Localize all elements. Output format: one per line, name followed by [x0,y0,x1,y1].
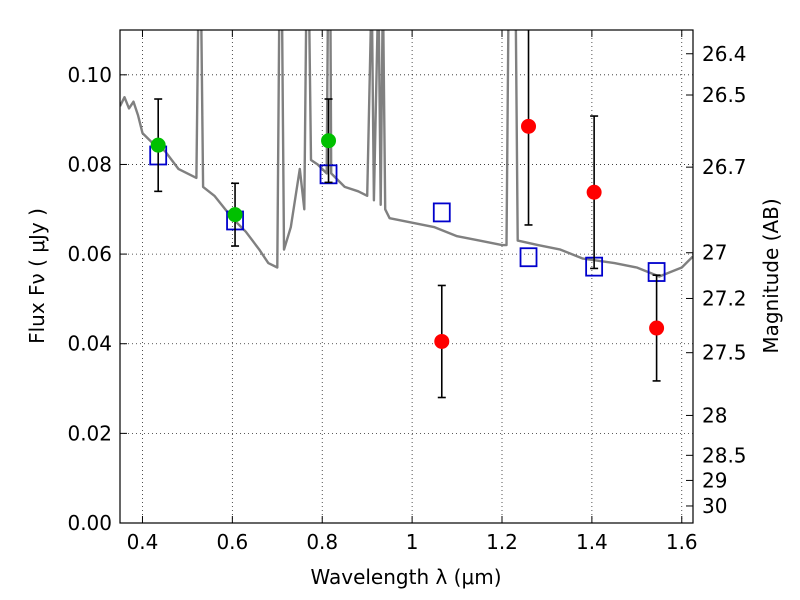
y-tick-label: 0.02 [67,421,112,445]
observed-data-point [521,118,537,134]
y-tick-label: 0.06 [67,242,112,266]
observed-data-point [227,207,243,223]
x-tick-label: 1.4 [576,530,608,554]
right-tick-label: 27.5 [702,341,747,365]
x-tick-label: 1.2 [486,530,518,554]
model-spectrum-line [120,30,693,278]
right-tick-label: 30 [702,494,727,518]
y-axis-label: Flux Fν ( μJy ) [25,208,49,344]
observed-data-point [434,333,450,349]
grid-lines [120,30,693,524]
right-tick-label: 28.5 [702,443,747,467]
right-tick-label: 26.5 [702,83,747,107]
right-tick-label: 27.2 [702,286,747,310]
right-tick-label: 28 [702,403,727,427]
observed-data-point [586,184,602,200]
y-tick-label: 0.00 [67,511,112,535]
plot-frame [119,29,694,524]
model-photometry-square [432,202,451,223]
model-photometry-square [519,247,538,268]
y-tick-label: 0.08 [67,152,112,176]
observed-data-point [150,137,166,153]
x-tick-label: 0.6 [216,530,248,554]
plot-area [120,30,693,399]
right-axis-label: Magnitude (AB) [759,198,783,353]
x-tick-label: 0.8 [306,530,338,554]
observed-data-point [321,133,337,149]
right-tick-label: 27 [702,241,727,265]
x-tick-label: 0.4 [127,530,159,554]
right-tick-label: 29 [702,468,727,492]
y-tick-label: 0.10 [67,63,112,87]
y-tick-label: 0.04 [67,332,112,356]
x-axis-label: Wavelength λ (μm) [310,565,501,589]
axis-ticks: 0.4 0.6 0.8 1 1.2 1.4 1.6 0.00 0.02 0.04 0.06 0.08 0… [67,30,747,554]
right-tick-label: 26.4 [702,42,747,66]
x-tick-label: 1.6 [666,530,698,554]
x-tick-label: 1 [406,530,419,554]
right-tick-label: 26.7 [702,155,747,179]
observed-data-point [649,320,665,336]
